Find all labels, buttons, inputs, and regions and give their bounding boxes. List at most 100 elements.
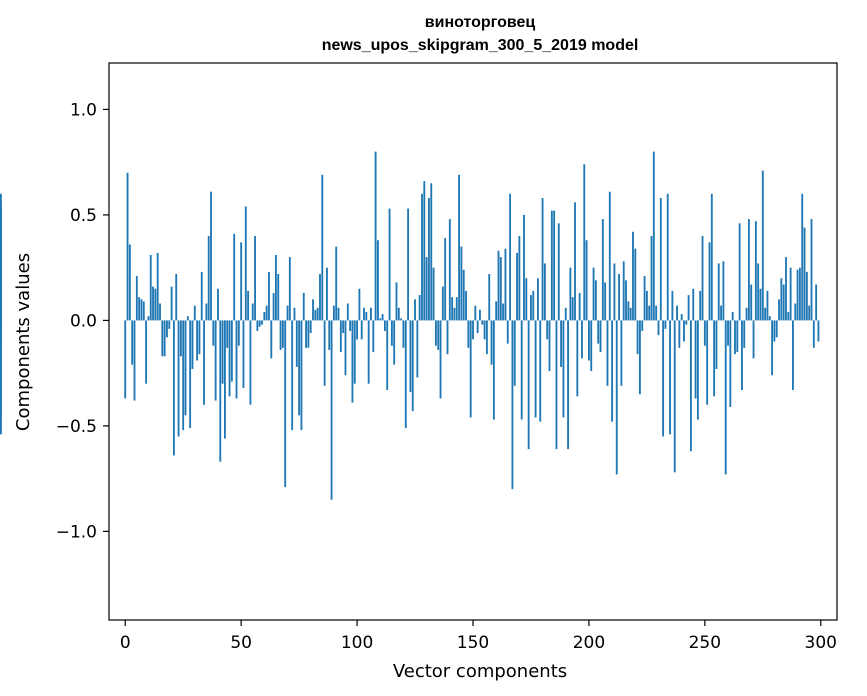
bar-30	[193, 305, 196, 321]
bar-27	[186, 316, 189, 321]
bar-124	[411, 320, 414, 412]
bar-195	[576, 320, 579, 397]
bar-61	[265, 305, 268, 321]
bar-288	[792, 320, 794, 391]
bar-45	[228, 320, 231, 397]
bar-77	[302, 292, 305, 321]
bar-79	[307, 320, 310, 348]
bar-49	[237, 320, 240, 346]
bar-36	[207, 236, 210, 321]
bar-4	[133, 320, 136, 401]
bar-200	[588, 320, 590, 361]
bar-255	[715, 320, 718, 369]
bar-165	[506, 320, 509, 344]
bar-167	[511, 320, 514, 490]
bar-101	[358, 288, 361, 321]
bar-283	[780, 278, 783, 321]
bar-131	[428, 198, 430, 321]
bar-245	[692, 288, 695, 321]
bar-270	[750, 284, 753, 321]
bar-198	[583, 164, 586, 321]
bar-233	[664, 320, 667, 329]
bar-64	[272, 292, 275, 321]
bar-undefined	[0, 320, 2, 329]
bar-227	[650, 236, 653, 321]
y-axis-ticks: −1.0 −0.5 0.0 0.5 1.0	[56, 100, 109, 542]
bar-138	[444, 238, 447, 321]
bar-103	[363, 307, 365, 321]
bar-273	[757, 263, 760, 321]
bar-32	[198, 320, 201, 355]
bar-151	[474, 305, 477, 321]
bar-248	[699, 290, 702, 321]
bar-291	[798, 267, 801, 321]
x-axis-label: Vector components	[393, 661, 567, 682]
bar-43	[224, 320, 226, 439]
bar-289	[794, 303, 797, 321]
bar-251	[706, 320, 709, 405]
chart-title: виноторговец	[425, 14, 536, 31]
y-axis-label: Components values	[13, 253, 34, 431]
bar-212	[615, 320, 618, 475]
bar-111	[381, 314, 384, 321]
bar-29	[191, 320, 194, 369]
bar-123	[409, 320, 412, 393]
x-tick-label: 0	[120, 633, 131, 653]
bar-23	[177, 320, 180, 437]
bar-2	[128, 244, 131, 321]
bar-82	[314, 309, 317, 321]
x-tick-label: 250	[689, 633, 721, 653]
bar-266	[741, 320, 743, 391]
x-tick-label: 100	[341, 633, 373, 653]
bar-88	[328, 320, 331, 350]
bar-146	[462, 269, 465, 321]
bar-232	[662, 320, 665, 437]
bar-93	[339, 320, 342, 353]
bar-267	[743, 320, 746, 348]
bar-96	[346, 303, 349, 321]
bar-21	[172, 320, 175, 456]
bar-95	[344, 320, 347, 376]
bar-114	[388, 208, 391, 321]
bar-299	[817, 320, 820, 342]
bar-40	[217, 288, 219, 321]
bar-274	[759, 288, 762, 321]
y-tick-label: 0.5	[70, 206, 97, 226]
bar-35	[205, 303, 208, 321]
bar-284	[782, 284, 785, 321]
bar-63	[270, 320, 273, 359]
bar-293	[803, 227, 806, 321]
bar-252	[708, 242, 711, 321]
bar-258	[722, 261, 725, 321]
bar-272	[754, 221, 757, 321]
bar-134	[434, 320, 437, 346]
bar-139	[446, 320, 449, 355]
bar-279	[771, 320, 774, 376]
bar-57	[256, 320, 259, 331]
bar-109	[377, 240, 379, 321]
bar-1	[126, 172, 129, 321]
bar-24	[179, 320, 182, 357]
bar-48	[235, 320, 238, 399]
bar-220	[634, 248, 637, 321]
bar-39	[214, 320, 217, 401]
bar-92	[337, 307, 340, 321]
bar-184	[550, 210, 553, 321]
bar-73	[293, 307, 296, 321]
bar-149	[469, 320, 472, 418]
bar-226	[648, 305, 651, 321]
bar-230	[657, 320, 660, 336]
bar-38	[212, 320, 215, 346]
bar-175	[530, 295, 532, 321]
bar-188	[560, 320, 563, 367]
bar-74	[295, 320, 298, 367]
bar-72	[291, 320, 294, 431]
bar-285	[785, 257, 787, 321]
bar-0	[124, 320, 127, 399]
bar-183	[548, 320, 551, 372]
bar-85	[321, 174, 324, 321]
bar-126	[416, 320, 419, 378]
bar-33	[200, 271, 203, 321]
bar-262	[731, 311, 734, 321]
bar-102	[360, 320, 363, 340]
